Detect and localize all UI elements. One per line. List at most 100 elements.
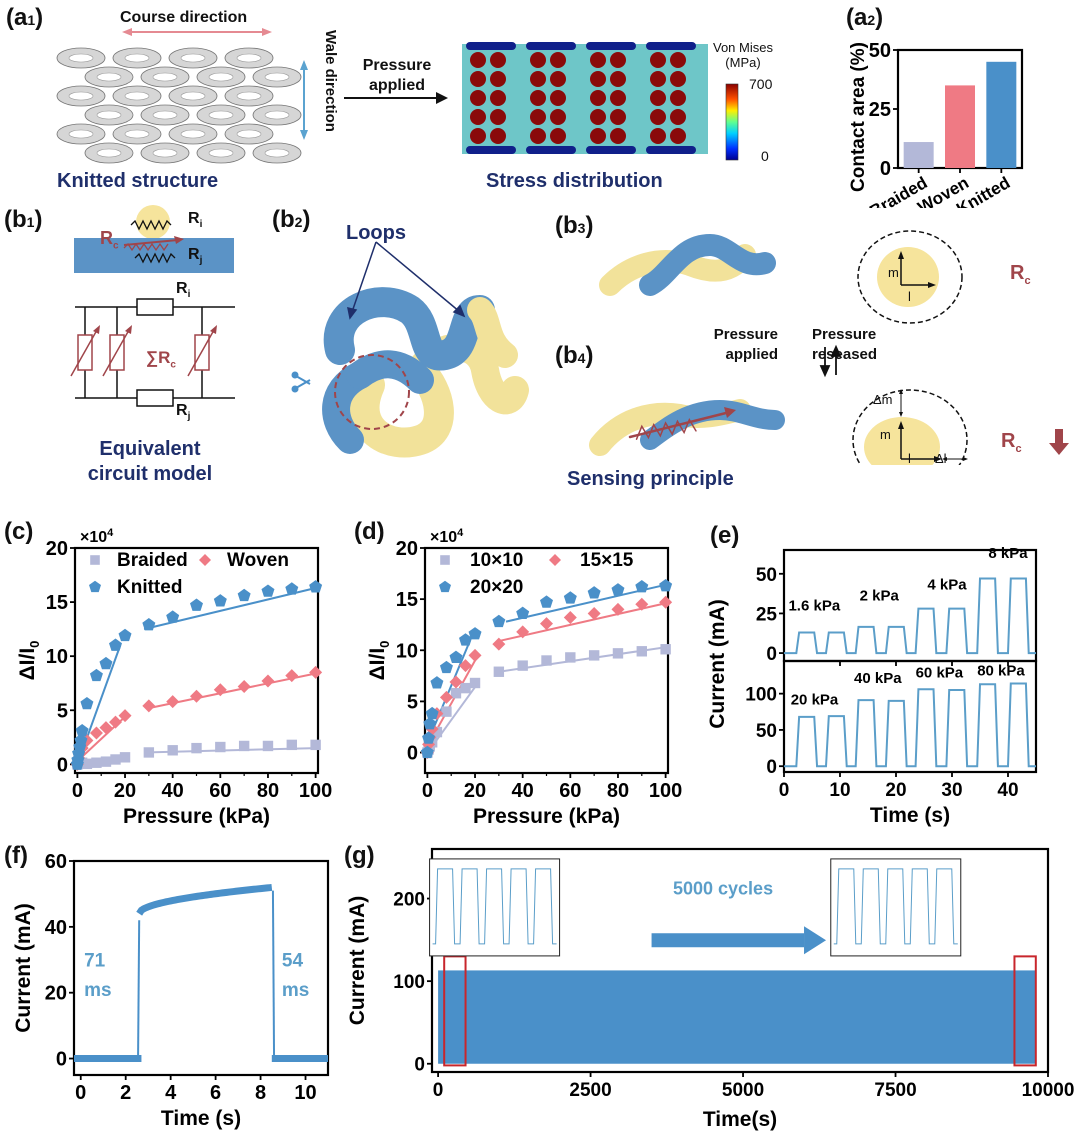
data-point-diamond — [659, 595, 673, 609]
knit-loop-hole — [208, 110, 234, 120]
pressure-applied-b4-line1: Pressure — [713, 326, 778, 343]
data-point-pentagon — [516, 606, 530, 619]
pressure-applied-line1: Pressure — [362, 57, 432, 74]
chart-e-current-steps: 0 25 50 0 10 20 30 40 0 50 100 1.6 kPa 2 kPa 4 kPa 8 k… — [706, 545, 1038, 827]
knit-loop-hole — [264, 110, 290, 120]
stress-hotspot — [590, 52, 606, 68]
plot-frame — [73, 546, 320, 775]
pressure-toggle-arrows — [819, 344, 842, 378]
x-tick-label: 0 — [779, 780, 790, 801]
knit-loop-hole — [264, 72, 290, 82]
knit-loop-hole — [208, 72, 234, 82]
knit-loop-hole — [96, 72, 122, 82]
y-tick-label: 0 — [414, 1055, 425, 1076]
x-tick-label: 2 — [120, 1082, 131, 1104]
cycles-annotation: 5000 cycles — [673, 878, 773, 898]
plot-frame — [430, 847, 1050, 1074]
equivalent-circuit — [75, 298, 235, 407]
panel-label-c: (c) — [4, 518, 34, 545]
data-point-square — [469, 677, 481, 689]
variable-resistor-arrow — [70, 329, 98, 377]
data-point-pentagon — [190, 598, 203, 611]
cycling-signal-area — [438, 970, 1036, 1064]
stress-hotspot — [590, 90, 606, 106]
data-point-pentagon — [430, 676, 444, 689]
stress-bottom-band — [586, 146, 636, 154]
data-point-square — [119, 752, 131, 763]
x-axis-label: Time (s) — [870, 804, 950, 827]
fit-line-15×15 — [498, 602, 666, 643]
data-point-square — [636, 646, 647, 657]
data-point-square — [238, 740, 250, 752]
stress-hotspot — [550, 90, 566, 106]
variable-resistor-arrow — [187, 329, 215, 377]
data-point-pentagon — [587, 586, 601, 599]
plateau-current — [136, 883, 273, 916]
stress-hotspot — [610, 128, 626, 144]
stress-top-band — [646, 42, 696, 50]
knit-loop-hole — [180, 129, 206, 139]
colorbar-min-label: 0 — [761, 148, 769, 164]
loops-label: Loops — [346, 222, 406, 244]
chart-f-response-time: 0 2 4 6 8 10 0 20 40 60 71 ms 54 ms Time (s) Current (m… — [12, 851, 330, 1130]
stress-hotspot — [470, 109, 486, 125]
knit-loop-hole — [124, 91, 150, 101]
stress-hotspot — [650, 71, 666, 87]
pressure-annotation: 40 kPa — [854, 670, 902, 687]
x-tick-label: 0 — [75, 1082, 86, 1104]
stress-hotspot — [610, 52, 626, 68]
data-point-pentagon — [285, 582, 299, 595]
pressure-annotation: 60 kPa — [916, 665, 964, 682]
data-point-square — [81, 758, 93, 770]
x-tick-label: 10 — [294, 1082, 316, 1104]
data-point-diamond — [549, 554, 561, 566]
data-point-square — [431, 726, 443, 738]
data-point-square — [517, 660, 528, 671]
stress-hotspot — [490, 128, 506, 144]
pressure-annotation: 2 kPa — [860, 588, 900, 605]
bar-woven — [945, 85, 975, 168]
data-point-pentagon — [468, 627, 482, 640]
data-point-diamond — [285, 669, 299, 683]
pressure-released-b4: Pressure reseased — [812, 325, 877, 365]
data-point-diamond — [237, 679, 251, 693]
l-label-b3: l — [908, 289, 911, 304]
panel-b1-diagram — [70, 205, 235, 407]
resistor-rj — [136, 389, 174, 407]
fit-line-20×20 — [428, 639, 472, 738]
bar-braided — [903, 142, 934, 168]
x-tick-label: 40 — [997, 780, 1018, 801]
data-point-square — [541, 655, 552, 666]
y-multiplier: ×104 — [430, 527, 464, 546]
colorbar-title: Von Mises (MPa) — [708, 40, 778, 70]
data-point-square — [460, 682, 471, 694]
x-tick-label: 60 — [209, 780, 231, 802]
stress-hotspot — [470, 52, 486, 68]
cycles-arrow-head — [804, 926, 827, 955]
caption-line1: Equivalent — [99, 438, 201, 460]
y-axis-label: ΔI/I0 — [16, 641, 42, 681]
ri-label-circuit: Ri — [176, 280, 191, 301]
data-point-diamond — [190, 689, 203, 703]
rise-time-value: 71 — [84, 950, 106, 971]
knit-loop-hole — [152, 110, 178, 120]
panel-label-b2: (b2) — [272, 206, 311, 233]
wale-direction-arrow — [300, 60, 308, 140]
y-tick-label: 50 — [756, 721, 777, 742]
rc-decrease-arrow — [1049, 429, 1069, 455]
data-point-square — [440, 555, 450, 565]
stress-hotspot — [610, 109, 626, 125]
stress-hotspot — [550, 71, 566, 87]
x-axis-label: Pressure (kPa) — [123, 805, 270, 828]
wale-direction-label: Wale direction — [322, 30, 339, 132]
x-tick-label: 0 — [433, 1080, 444, 1101]
data-point-pentagon — [166, 610, 180, 623]
stress-hotspot — [650, 52, 666, 68]
knit-loop-hole — [180, 53, 206, 63]
x-tick-label: 2500 — [569, 1080, 611, 1101]
panel-b3-b4-figure — [589, 230, 1069, 465]
y-axis-label: Contact area (%) — [848, 42, 869, 192]
data-point-square — [441, 706, 452, 717]
knitted-structure-image — [56, 47, 302, 164]
